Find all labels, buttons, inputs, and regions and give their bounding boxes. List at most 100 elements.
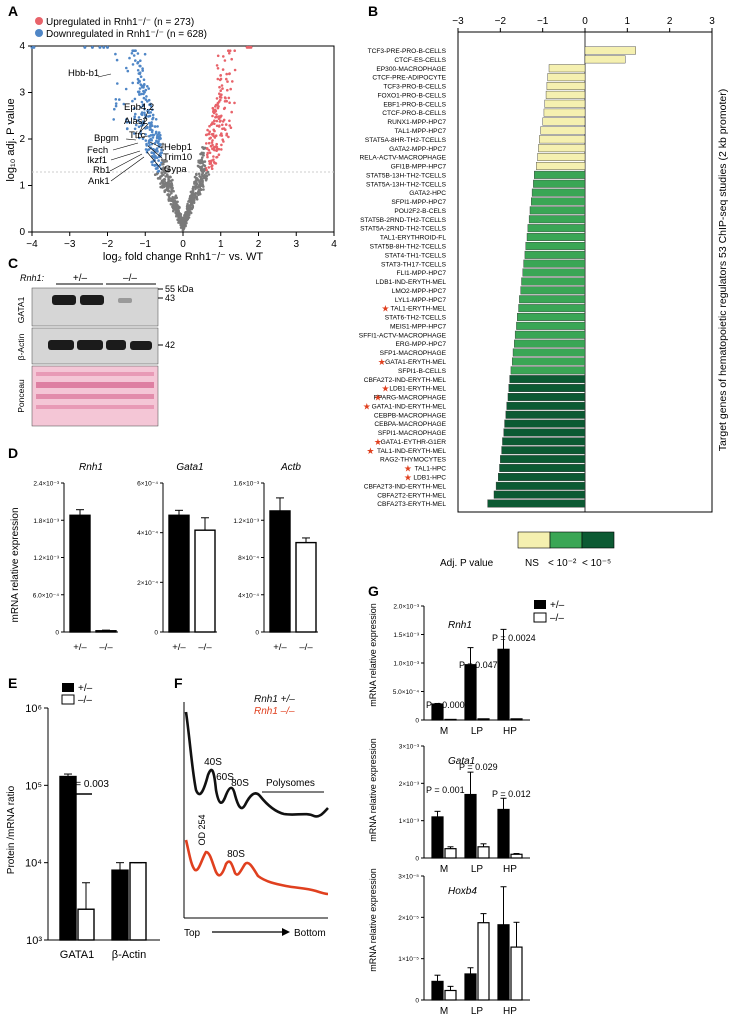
b-bar: [511, 357, 586, 366]
volcano-point: [220, 132, 223, 135]
volcano-point: [215, 156, 218, 159]
volcano-point: [198, 180, 202, 183]
volcano-point: [230, 57, 233, 61]
volcano-point: [151, 116, 155, 120]
g-y-tick-label: 1×10⁻³: [399, 818, 420, 825]
g-legend-ko-swatch: [533, 612, 547, 623]
b-bar: [529, 206, 586, 215]
volcano-point: [161, 143, 165, 146]
b-category-label: MEIS1-MPP-HPC7: [390, 324, 446, 331]
d-bar: [168, 514, 190, 633]
panel-g: G +/– –/– mRNA relative expression mRNA …: [368, 583, 565, 1017]
e-legend-ko: –/–: [78, 695, 92, 706]
legend-strong-label: < 10⁻⁵: [582, 558, 611, 569]
x-tick-label: 1: [218, 239, 224, 250]
b-bar: [516, 321, 586, 330]
volcano-point: [193, 175, 197, 179]
volcano-point: [136, 90, 140, 94]
volcano-point: [114, 52, 117, 56]
volcano-point: [211, 143, 214, 147]
g-gene-title: Gata1: [448, 756, 475, 767]
volcano-point: [211, 106, 215, 110]
star-icon: ★: [363, 401, 371, 411]
volcano-point: [233, 68, 237, 72]
b-category-label: POU2F2-B-CELS: [394, 208, 446, 215]
g-subplots: Rnh1 0 5.0×10⁻⁴ 1.0×10⁻³ 1.5×10⁻³ 2.0×10⁻³ M P …: [393, 604, 536, 1018]
volcano-point: [114, 102, 118, 105]
d-bar: [69, 514, 91, 633]
genotype-ko: –/–: [123, 273, 137, 284]
volcano-point: [222, 55, 225, 58]
b-x-tick-label: −1: [537, 16, 549, 27]
ponceau-band: [36, 382, 154, 388]
b-bar: [527, 224, 586, 233]
volcano-y-label: log₁₀ adj. P value: [5, 98, 17, 181]
volcano-point: [126, 127, 129, 130]
volcano-point: [114, 98, 118, 101]
b-bar: [537, 153, 586, 162]
volcano-points: [30, 45, 253, 232]
b-bar: [493, 490, 586, 499]
b-x-tick-label: 1: [625, 16, 631, 27]
volcano-point: [98, 45, 102, 49]
b-bar: [540, 126, 586, 135]
volcano-point: [150, 138, 153, 142]
b-category-label: GATA1-ERYTH-MEL: [385, 359, 446, 366]
d-y-tick-label: 0: [154, 630, 158, 637]
volcano-point: [206, 147, 209, 150]
volcano-point: [162, 160, 166, 163]
b-bar: [526, 233, 586, 242]
volcano-point: [214, 116, 217, 119]
b-category-label: CEBPA-MACROPHAGE: [374, 421, 446, 428]
volcano-point: [133, 107, 136, 110]
b-bar: [503, 428, 586, 437]
b-category-label: GFI1B-MPP-HPC7: [391, 164, 447, 171]
volcano-point: [216, 67, 220, 70]
b-category-label: GATA2-MPP-HPC7: [389, 146, 446, 153]
b-bar: [507, 393, 586, 401]
volcano-point: [148, 144, 151, 147]
b-bar: [545, 90, 586, 99]
blot-label-gata1: GATA1: [16, 296, 26, 323]
volcano-point: [221, 138, 224, 141]
volcano-point: [136, 81, 140, 85]
panel-letter-d: D: [8, 445, 18, 461]
volcano-point: [158, 136, 162, 140]
b-category-label: CEBPB-MACROPHAGE: [374, 412, 447, 419]
volcano-point: [211, 139, 214, 142]
volcano-point: [139, 121, 142, 124]
b-category-label: EBF1-PRO-B-CELLS: [383, 101, 446, 108]
volcano-point: [144, 139, 148, 142]
d-group-label: –/–: [299, 642, 313, 653]
f-legend-het: Rnh1 +/–: [254, 694, 295, 705]
volcano-point: [163, 178, 167, 181]
volcano-point: [130, 52, 134, 55]
volcano-point: [171, 203, 174, 207]
volcano-point: [165, 159, 168, 163]
volcano-point: [208, 151, 212, 155]
b-bar: [542, 117, 586, 126]
volcano-point: [181, 222, 184, 226]
g-y-tick-label: 5.0×10⁻⁴: [393, 689, 419, 696]
volcano-point: [220, 84, 224, 87]
panel-letter-c: C: [8, 255, 18, 271]
volcano-point: [184, 221, 187, 225]
volcano-point: [138, 87, 142, 90]
volcano-point: [149, 125, 152, 129]
b-category-label: FOXO1-PRO-B-CELLS: [377, 93, 446, 100]
f-y-label: OD 254: [197, 814, 207, 845]
volcano-point: [163, 190, 166, 194]
volcano-point: [188, 204, 192, 207]
d-y-tick-label: 6.0×10⁻⁴: [33, 592, 59, 599]
d-group-label: –/–: [198, 642, 212, 653]
f-legend-ko: Rnh1 –/–: [254, 706, 295, 717]
volcano-point: [102, 45, 106, 49]
b-bars: [487, 46, 636, 508]
b-bar: [524, 250, 586, 259]
volcano-point: [198, 191, 201, 194]
g-bar: [497, 648, 510, 721]
b-y-label: Target genes of hematopoietic regulators…: [717, 89, 729, 451]
d-y-tick-label: 1.8×10⁻³: [33, 518, 59, 525]
b-bar: [501, 446, 586, 455]
g-pvalue: P = 0.001: [426, 785, 465, 795]
